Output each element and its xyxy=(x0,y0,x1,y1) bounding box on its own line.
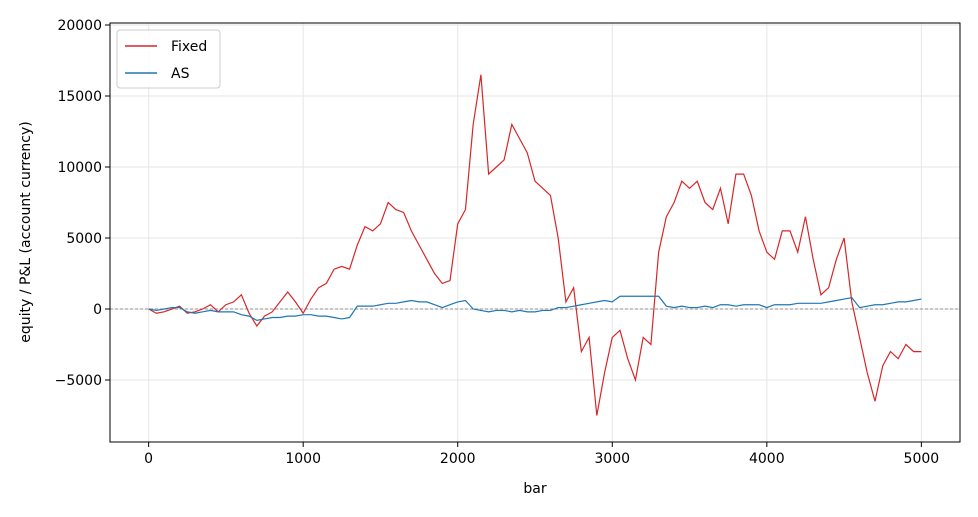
y-tick-label: −5000 xyxy=(55,373,102,389)
y-tick-label: 20000 xyxy=(57,18,102,34)
series-line xyxy=(148,295,922,321)
x-axis-label: bar xyxy=(523,481,546,497)
x-tick-label: 5000 xyxy=(904,451,940,467)
y-tick-label: 10000 xyxy=(57,160,102,176)
x-tick-label: 1000 xyxy=(285,451,321,467)
legend-label: Fixed xyxy=(171,39,207,55)
series-line xyxy=(148,74,922,416)
plot-frame xyxy=(109,22,961,443)
x-tick-label: 4000 xyxy=(749,451,785,467)
y-tick-label: 5000 xyxy=(66,231,102,247)
y-tick-label: 0 xyxy=(93,302,102,318)
x-tick-label: 2000 xyxy=(440,451,476,467)
legend-label: AS xyxy=(171,66,190,82)
x-tick-label: 0 xyxy=(144,451,153,467)
x-tick-label: 3000 xyxy=(594,451,630,467)
y-axis-label: equity / P&L (account currency) xyxy=(18,121,34,342)
y-tick-label: 15000 xyxy=(57,89,102,105)
